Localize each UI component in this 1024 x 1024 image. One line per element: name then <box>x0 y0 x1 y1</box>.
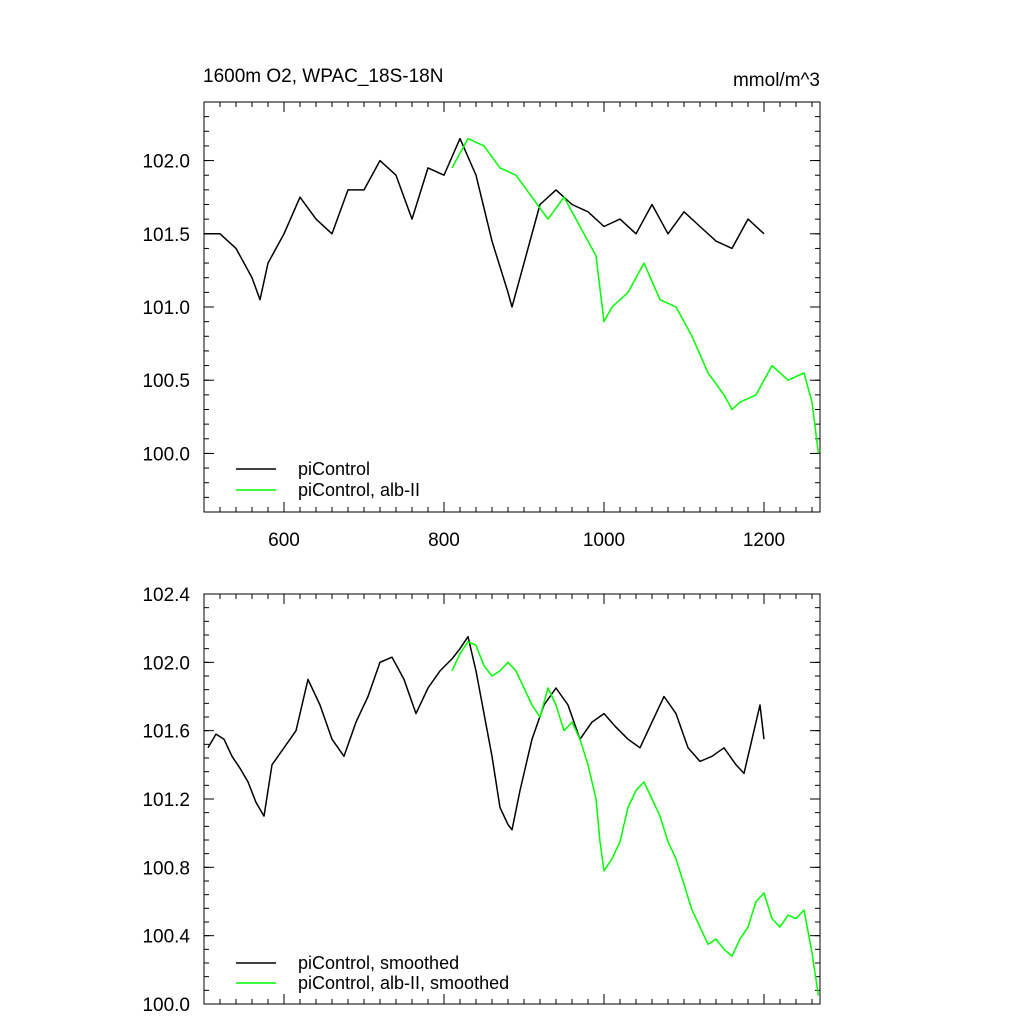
top-panel: 1600m O2, WPAC_18S-18N mmol/m^3 600 800 10… <box>142 66 821 551</box>
y-tick-label-101.5: 101.5 <box>142 225 190 246</box>
y-tick-label-100.4: 100.4 <box>142 927 190 948</box>
top-chart-units: mmol/m^3 <box>733 70 820 91</box>
y-tick-label-102.4: 102.4 <box>142 585 190 606</box>
bottom-series-lines <box>207 635 820 996</box>
series-line-picontrol-alb-ii-smoothed <box>451 641 820 996</box>
y-tick-label-100.8: 100.8 <box>142 858 190 879</box>
y-tick-label-100: 100.0 <box>142 995 190 1016</box>
top-legend: piControl piControl, alb-II <box>236 459 420 500</box>
y-tick-label-100: 100.0 <box>142 444 190 465</box>
series-line-picontrol-alb-ii <box>451 137 820 454</box>
y-tick-label-100.5: 100.5 <box>142 371 190 392</box>
bottom-legend: piControl, smoothed piControl, alb-II, s… <box>236 953 509 993</box>
legend-label-picontrol-alb-ii: piControl, alb-II <box>298 480 420 500</box>
x-tick-label-1200: 1200 <box>743 530 785 551</box>
y-tick-label-102: 102.0 <box>142 653 190 674</box>
legend-label-picontrol-smoothed: piControl, smoothed <box>298 953 459 973</box>
y-tick-label-102: 102.0 <box>142 152 190 173</box>
x-tick-label-600: 600 <box>268 530 300 551</box>
bottom-panel: 100.0 100.4 100.8 101.2 101.6 102.0 102.4 piCo… <box>142 585 821 1016</box>
series-line-picontrol-smoothed <box>207 635 765 831</box>
y-tick-label-101: 101.0 <box>142 298 190 319</box>
legend-label-picontrol-alb-ii-smoothed: piControl, alb-II, smoothed <box>298 973 509 993</box>
bottom-ticks: 100.0 100.4 100.8 101.2 101.6 102.0 102.4 <box>142 585 820 1016</box>
series-line-picontrol <box>204 137 765 308</box>
x-tick-label-800: 800 <box>428 530 460 551</box>
top-series-lines <box>204 137 820 454</box>
bottom-plot-frame <box>203 593 821 1005</box>
x-tick-label-1000: 1000 <box>583 530 625 551</box>
top-ticks: 600 800 1000 1200 100.0 100.5 101.0 101.5 102.0 <box>142 101 820 551</box>
top-chart-title: 1600m O2, WPAC_18S-18N <box>203 66 443 87</box>
y-tick-label-101.2: 101.2 <box>142 790 190 811</box>
y-tick-label-101.6: 101.6 <box>142 722 190 743</box>
legend-label-picontrol: piControl <box>298 459 370 479</box>
